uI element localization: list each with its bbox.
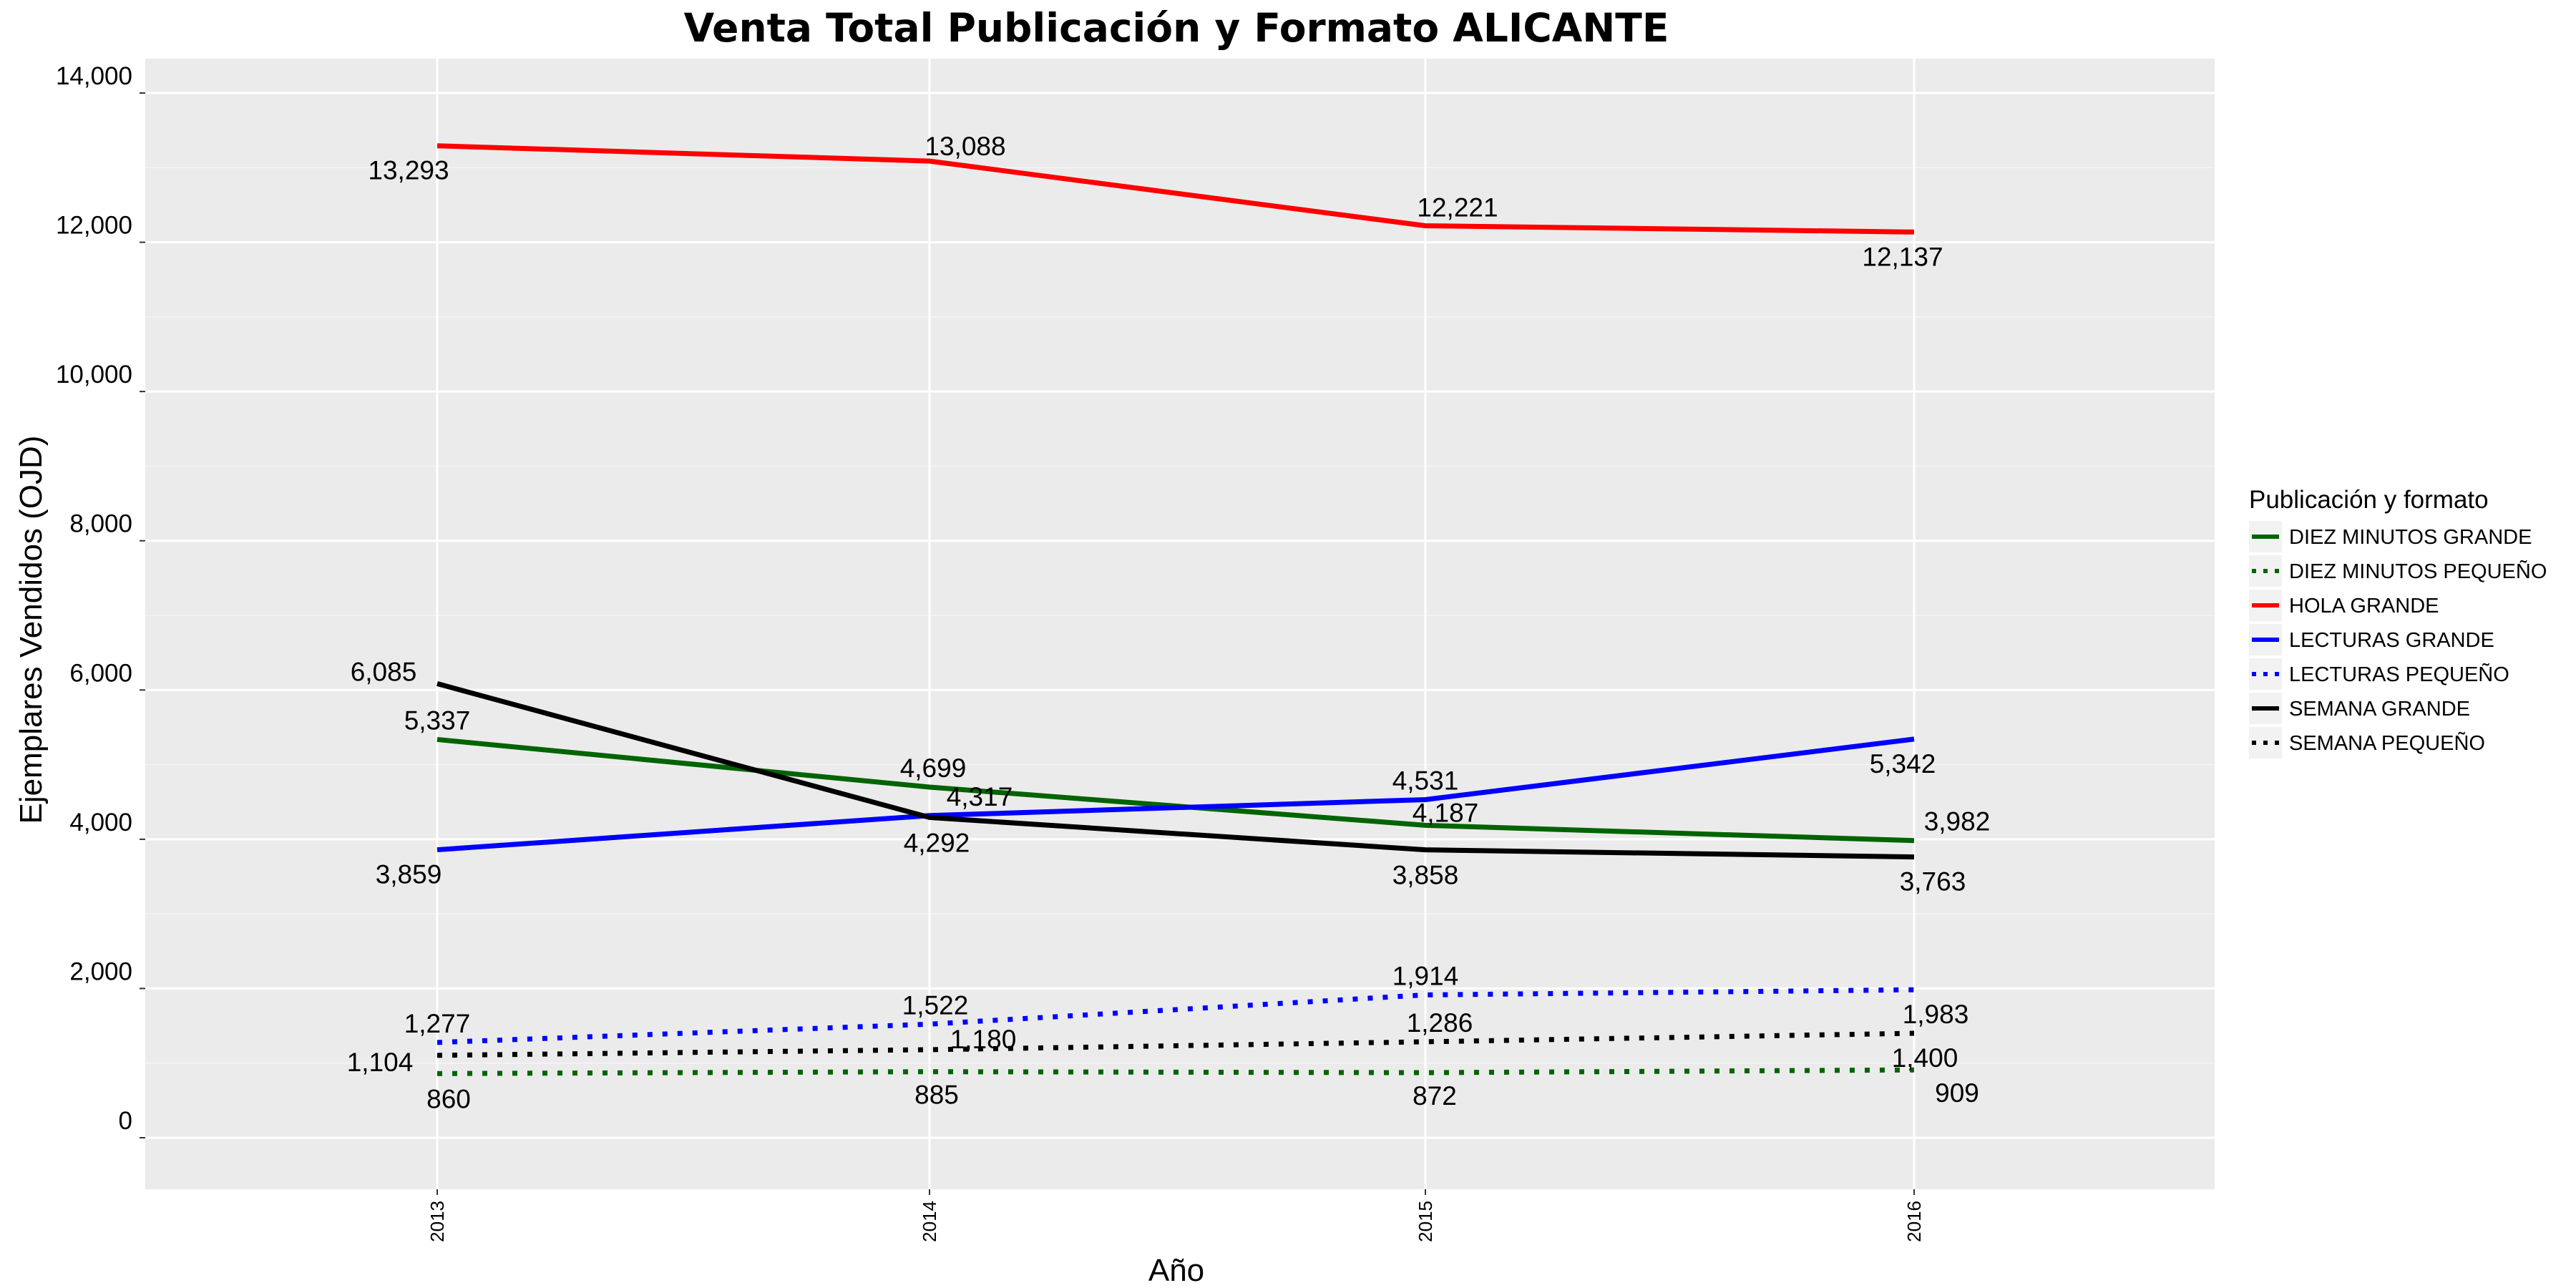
y-tick-label: 6,000 — [69, 659, 132, 687]
data-label: 4,292 — [904, 828, 970, 857]
x-tick-label: 2013 — [426, 1201, 448, 1242]
x-tick-label: 2014 — [919, 1201, 940, 1242]
data-label: 4,187 — [1413, 798, 1479, 827]
data-label: 1,180 — [950, 1025, 1017, 1054]
data-label: 3,763 — [1900, 867, 1966, 897]
legend-label: DIEZ MINUTOS PEQUEÑO — [2289, 559, 2547, 583]
legend-label: LECTURAS GRANDE — [2289, 629, 2494, 652]
data-label: 1,983 — [1903, 1000, 1969, 1029]
legend-item: SEMANA GRANDE — [2249, 693, 2470, 724]
series-line-lecturas-grande — [436, 736, 1915, 853]
data-label: 12,221 — [1417, 193, 1498, 223]
legend-item: HOLA GRANDE — [2249, 590, 2439, 621]
series-line-semana-grande — [436, 681, 1915, 860]
data-label: 6,085 — [351, 657, 417, 686]
data-label: 3,982 — [1924, 807, 1991, 836]
data-label: 1,104 — [347, 1048, 414, 1077]
legend-label: SEMANA PEQUEÑO — [2289, 731, 2485, 755]
data-label: 1,522 — [902, 990, 969, 1020]
data-label: 1,400 — [1892, 1043, 1958, 1073]
legend-item: DIEZ MINUTOS PEQUEÑO — [2249, 555, 2547, 587]
y-tick-label: 12,000 — [56, 212, 132, 240]
data-label: 872 — [1413, 1081, 1457, 1111]
data-label: 1,286 — [1407, 1008, 1473, 1038]
data-label: 5,342 — [1870, 749, 1936, 779]
legend-item: LECTURAS PEQUEÑO — [2249, 658, 2509, 690]
data-label: 1,277 — [404, 1009, 471, 1038]
legend-item: DIEZ MINUTOS GRANDE — [2249, 521, 2532, 552]
y-tick-label: 10,000 — [56, 361, 132, 389]
data-label: 860 — [426, 1084, 471, 1113]
data-label: 12,137 — [1862, 242, 1943, 271]
y-tick-label: 14,000 — [56, 62, 132, 90]
data-label: 3,859 — [376, 860, 442, 889]
series-line-semana-pequeno — [436, 1030, 1915, 1058]
legend-label: SEMANA GRANDE — [2289, 698, 2470, 721]
legend-label: LECTURAS PEQUEÑO — [2289, 662, 2509, 686]
data-label: 1,914 — [1392, 961, 1459, 990]
series-line-diez-minutos-pequeno — [436, 1067, 1915, 1076]
y-tick-label: 4,000 — [69, 809, 132, 836]
x-axis-title: Año — [1148, 1253, 1204, 1288]
legend-item: LECTURAS GRANDE — [2249, 624, 2494, 655]
data-label: 3,858 — [1392, 861, 1459, 890]
data-label: 13,088 — [924, 132, 1005, 161]
legend-label: DIEZ MINUTOS GRANDE — [2289, 526, 2532, 549]
data-label: 4,317 — [947, 782, 1013, 811]
data-label: 4,699 — [900, 753, 967, 783]
y-tick-label: 0 — [119, 1107, 132, 1135]
legend: Publicación y formato DIEZ MINUTOS GRAND… — [2249, 486, 2547, 758]
data-label: 13,293 — [368, 156, 449, 185]
x-tick-label: 2015 — [1415, 1201, 1436, 1242]
series-line-hola-grande — [436, 143, 1915, 235]
legend-item: SEMANA PEQUEÑO — [2249, 727, 2485, 758]
y-axis-title: Ejemplares Vendidos (OJD) — [14, 436, 49, 824]
plot-panel — [145, 59, 2215, 1189]
data-label: 5,337 — [404, 706, 471, 735]
legend-title: Publicación y formato — [2249, 486, 2489, 514]
legend-label: HOLA GRANDE — [2289, 595, 2439, 618]
chart-title: Venta Total Publicación y Formato ALICAN… — [684, 5, 1669, 51]
data-label: 885 — [914, 1080, 959, 1110]
data-label: 4,531 — [1392, 766, 1459, 795]
data-label: 909 — [1935, 1078, 1979, 1108]
y-tick-label: 2,000 — [69, 957, 132, 985]
y-tick-label: 8,000 — [69, 510, 132, 538]
series-line-lecturas-pequeno — [436, 987, 1915, 1045]
x-tick-label: 2016 — [1903, 1201, 1925, 1242]
